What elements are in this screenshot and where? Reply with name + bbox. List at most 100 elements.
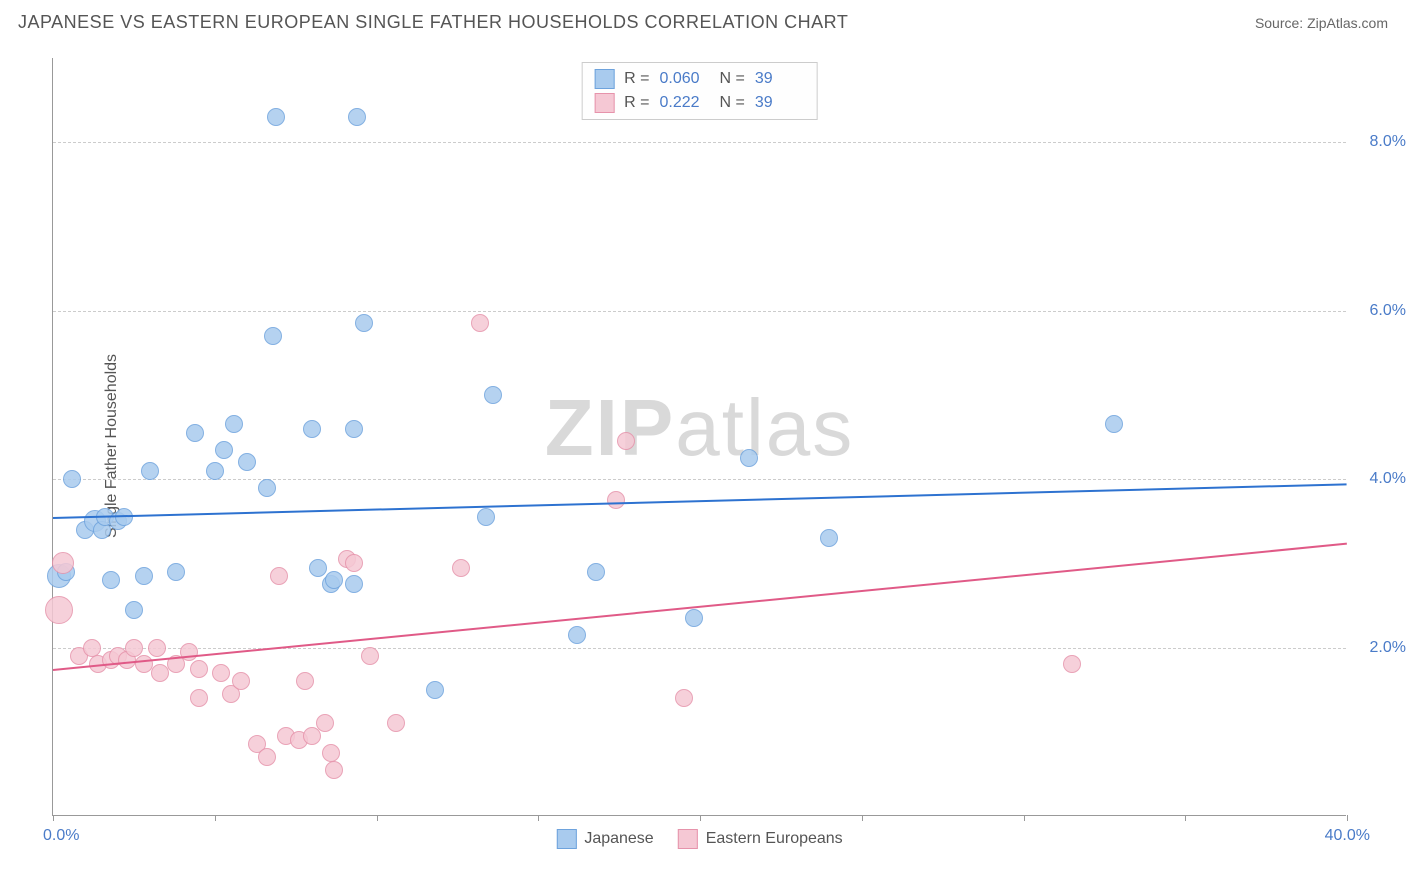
data-point xyxy=(309,559,327,577)
data-point xyxy=(303,420,321,438)
data-point xyxy=(471,314,489,332)
data-point xyxy=(348,108,366,126)
legend-r-value: 0.222 xyxy=(660,94,710,112)
legend-r-value: 0.060 xyxy=(660,70,710,88)
legend-stat-row: R = 0.060 N = 39 xyxy=(594,67,805,91)
data-point xyxy=(820,529,838,547)
data-point xyxy=(685,609,703,627)
y-tick-label: 4.0% xyxy=(1356,470,1406,488)
data-point xyxy=(1063,655,1081,673)
data-point xyxy=(296,672,314,690)
data-point xyxy=(264,327,282,345)
data-point xyxy=(740,449,758,467)
data-point xyxy=(45,596,73,624)
legend-label: Japanese xyxy=(584,830,653,848)
data-point xyxy=(267,108,285,126)
x-axis-min-label: 0.0% xyxy=(43,827,79,845)
data-point xyxy=(215,441,233,459)
data-point xyxy=(258,479,276,497)
y-tick-label: 6.0% xyxy=(1356,302,1406,320)
source-attribution: Source: ZipAtlas.com xyxy=(1255,15,1388,31)
gridline xyxy=(53,479,1346,480)
data-point xyxy=(125,639,143,657)
data-point xyxy=(387,714,405,732)
data-point xyxy=(212,664,230,682)
data-point xyxy=(52,552,74,574)
data-point xyxy=(568,626,586,644)
x-tick xyxy=(700,815,701,821)
correlation-legend: R = 0.060 N = 39 R = 0.222 N = 39 xyxy=(581,62,818,120)
data-point xyxy=(125,601,143,619)
watermark-suffix: atlas xyxy=(675,382,854,471)
x-tick xyxy=(1185,815,1186,821)
watermark: ZIPatlas xyxy=(545,381,854,473)
x-tick xyxy=(1347,815,1348,821)
x-tick xyxy=(377,815,378,821)
x-tick xyxy=(215,815,216,821)
data-point xyxy=(63,470,81,488)
x-tick xyxy=(538,815,539,821)
data-point xyxy=(225,415,243,433)
data-point xyxy=(325,571,343,589)
legend-item: Japanese xyxy=(556,829,653,849)
data-point xyxy=(484,386,502,404)
legend-swatch xyxy=(594,93,614,113)
data-point xyxy=(151,664,169,682)
legend-swatch xyxy=(594,69,614,89)
legend-n-label: N = xyxy=(720,94,745,112)
data-point xyxy=(361,647,379,665)
data-point xyxy=(148,639,166,657)
data-point xyxy=(322,744,340,762)
gridline xyxy=(53,311,1346,312)
x-axis-max-label: 40.0% xyxy=(1325,827,1370,845)
trend-line xyxy=(53,542,1347,670)
x-tick xyxy=(1024,815,1025,821)
legend-n-value: 39 xyxy=(755,94,805,112)
chart-title: JAPANESE VS EASTERN EUROPEAN SINGLE FATH… xyxy=(18,12,848,33)
data-point xyxy=(325,761,343,779)
legend-item: Eastern Europeans xyxy=(678,829,843,849)
x-tick xyxy=(862,815,863,821)
legend-stat-row: R = 0.222 N = 39 xyxy=(594,91,805,115)
legend-r-label: R = xyxy=(624,94,649,112)
data-point xyxy=(1105,415,1123,433)
data-point xyxy=(675,689,693,707)
scatter-plot-area: ZIPatlas R =0.060N =39R =0.222N =39 Japa… xyxy=(52,58,1346,816)
legend-label: Eastern Europeans xyxy=(706,830,843,848)
data-point xyxy=(452,559,470,577)
y-tick-label: 2.0% xyxy=(1356,639,1406,657)
data-point xyxy=(345,575,363,593)
data-point xyxy=(232,672,250,690)
gridline xyxy=(53,648,1346,649)
legend-n-label: N = xyxy=(720,70,745,88)
data-point xyxy=(477,508,495,526)
data-point xyxy=(102,571,120,589)
data-point xyxy=(190,660,208,678)
data-point xyxy=(316,714,334,732)
data-point xyxy=(135,567,153,585)
data-point xyxy=(587,563,605,581)
data-point xyxy=(141,462,159,480)
trend-line xyxy=(53,483,1347,519)
data-point xyxy=(270,567,288,585)
chart-header: JAPANESE VS EASTERN EUROPEAN SINGLE FATH… xyxy=(18,12,1388,33)
data-point xyxy=(426,681,444,699)
data-point xyxy=(190,689,208,707)
gridline xyxy=(53,142,1346,143)
legend-swatch xyxy=(556,829,576,849)
data-point xyxy=(617,432,635,450)
x-tick xyxy=(53,815,54,821)
data-point xyxy=(345,420,363,438)
y-tick-label: 8.0% xyxy=(1356,133,1406,151)
data-point xyxy=(206,462,224,480)
data-point xyxy=(258,748,276,766)
data-point xyxy=(607,491,625,509)
legend-r-label: R = xyxy=(624,70,649,88)
legend-swatch xyxy=(678,829,698,849)
watermark-prefix: ZIP xyxy=(545,382,675,471)
series-legend: Japanese Eastern Europeans xyxy=(556,829,842,849)
data-point xyxy=(355,314,373,332)
data-point xyxy=(186,424,204,442)
legend-n-value: 39 xyxy=(755,70,805,88)
data-point xyxy=(83,639,101,657)
